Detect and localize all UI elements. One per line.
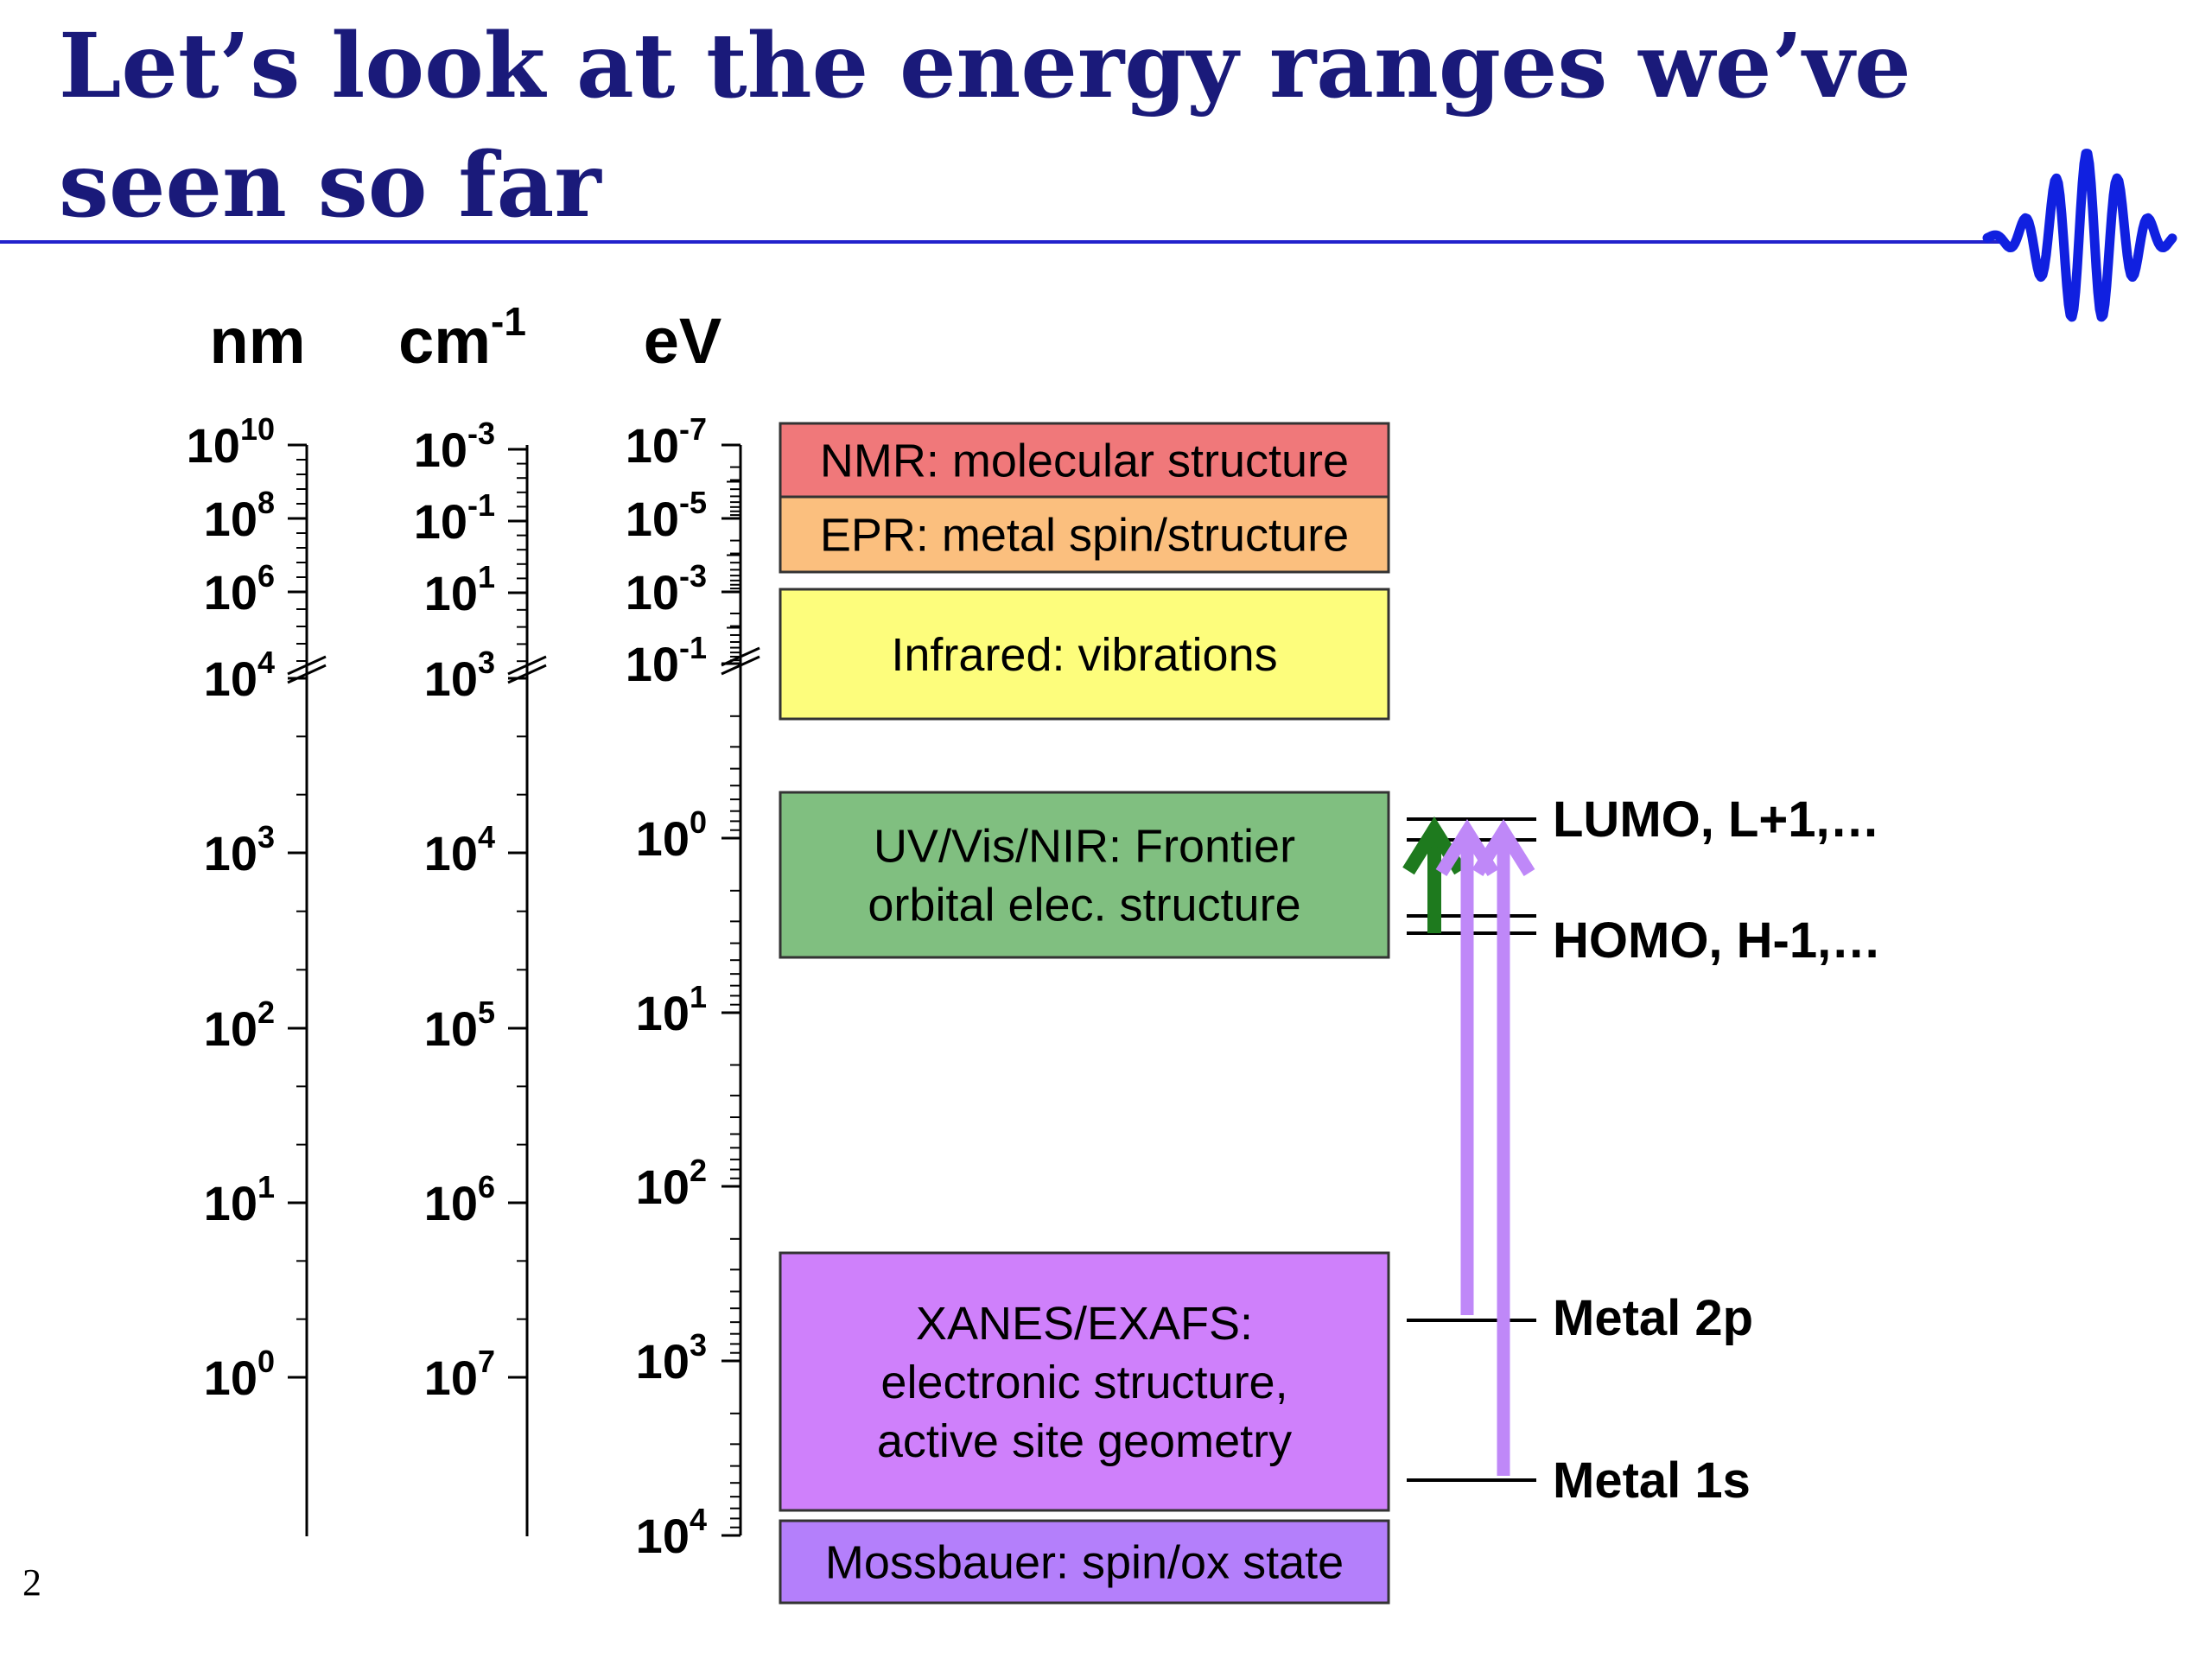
tick-label-6: 102 xyxy=(636,1153,707,1214)
band-uvvis: UV/Vis/NIR: Frontier orbital elec. struct… xyxy=(779,791,1390,959)
axis-unit-label: nm xyxy=(210,305,306,377)
arrow-metal-1s-excitation xyxy=(1471,818,1535,1476)
tick-label-4: 104 xyxy=(424,819,495,880)
band-box xyxy=(779,588,1390,721)
tick-label-0: 10-7 xyxy=(626,411,707,473)
tick-label-4: 100 xyxy=(636,804,707,866)
band-ir: Infrared: vibrations xyxy=(779,588,1390,721)
tick-label-1: 10-1 xyxy=(414,487,495,549)
band-mossbauer: Mossbauer: spin/ox state xyxy=(779,1519,1390,1605)
arrow-metal-2p-excitation xyxy=(1435,818,1499,1315)
level-label: HOMO, H-1,… xyxy=(1553,912,1881,969)
band-box xyxy=(779,422,1390,499)
band-label-line: EPR: metal spin/structure xyxy=(820,510,1349,562)
band-epr: EPR: metal spin/structure xyxy=(779,495,1390,574)
arrow-head xyxy=(1471,818,1535,876)
tick-label-2: 10-3 xyxy=(626,558,707,620)
level-label: LUMO, L+1,… xyxy=(1553,791,1880,848)
tick-label-3: 104 xyxy=(204,645,275,706)
band-xanes: XANES/EXAFS: electronic structure, active … xyxy=(779,1251,1390,1512)
axis-eV: eV 10-7 10-5 10-3 10-1 100 101 102 103 104 xyxy=(626,305,760,1563)
band-label-line: Infrared: vibrations xyxy=(891,629,1277,681)
axis-break-mark xyxy=(721,646,760,667)
level-label: Metal 1s xyxy=(1553,1452,1751,1509)
axis-nm: nm 1010 108 106 104 103 102 101 100 xyxy=(187,305,327,1536)
axis-unit-label: cm-1 xyxy=(398,299,526,377)
band-box xyxy=(779,495,1390,574)
tick-label-5: 101 xyxy=(636,979,707,1040)
band-label-line: orbital elec. structure xyxy=(868,880,1300,931)
band-box xyxy=(779,791,1390,959)
band-label-line: UV/Vis/NIR: Frontier xyxy=(874,821,1295,873)
band-label-line: Mossbauer: spin/ox state xyxy=(825,1537,1344,1589)
band-label-line: electronic structure, xyxy=(880,1357,1287,1408)
tick-label-2: 101 xyxy=(424,559,495,620)
tick-label-5: 102 xyxy=(204,995,275,1056)
band-label-line: XANES/EXAFS: xyxy=(916,1298,1253,1350)
arrows-layer xyxy=(1402,816,1535,1476)
tick-label-0: 10-3 xyxy=(414,416,495,477)
level-metal-2p: Metal 2p xyxy=(1407,1290,1753,1346)
slide-number: 2 xyxy=(22,1561,41,1604)
tick-label-1: 10-5 xyxy=(626,485,707,546)
tick-label-0: 1010 xyxy=(187,411,275,473)
tick-label-5: 105 xyxy=(424,995,495,1056)
band-label-line: NMR: molecular structure xyxy=(820,435,1349,487)
axis-break-mark xyxy=(287,655,327,676)
tick-label-3: 103 xyxy=(424,645,495,706)
levels-layer: LUMO, L+1,… HOMO, H-1,… Metal 2p Metal 1s xyxy=(1407,791,1881,1509)
tick-label-7: 103 xyxy=(636,1327,707,1389)
level-homo: HOMO, H-1,… xyxy=(1407,912,1881,969)
level-metal-1s: Metal 1s xyxy=(1407,1452,1751,1509)
axis-break-mark xyxy=(507,664,547,684)
axis-break-mark xyxy=(287,664,327,684)
band-label-line: active site geometry xyxy=(877,1415,1292,1467)
axis-unit-label: eV xyxy=(644,305,722,377)
tick-label-1: 108 xyxy=(204,485,275,546)
axis-cm-1: cm-1 10-3 10-1 101 103 104 105 106 107 xyxy=(398,299,547,1536)
band-nmr: NMR: molecular structure xyxy=(779,422,1390,499)
bands-layer: NMR: molecular structure EPR: metal spin/… xyxy=(779,422,1390,1605)
level-label: Metal 2p xyxy=(1553,1290,1753,1346)
tick-label-7: 107 xyxy=(424,1344,495,1405)
slide-title: Let’s look at the energy ranges we’ve se… xyxy=(59,14,1911,238)
tick-label-6: 106 xyxy=(424,1169,495,1230)
wave-packet-icon xyxy=(1982,149,2177,322)
band-box xyxy=(779,1519,1390,1605)
band-box xyxy=(779,1251,1390,1512)
axes-layer: nm 1010 108 106 104 103 102 101 100 cm-1 10-3 10-1 1… xyxy=(187,299,760,1563)
tick-label-4: 103 xyxy=(204,819,275,880)
tick-label-3: 10-1 xyxy=(626,630,707,691)
axis-break-mark xyxy=(721,655,760,676)
axis-break-mark xyxy=(507,655,547,676)
tick-label-8: 104 xyxy=(636,1502,707,1563)
tick-label-7: 100 xyxy=(204,1344,275,1405)
tick-label-2: 106 xyxy=(204,558,275,620)
tick-label-6: 101 xyxy=(204,1169,275,1230)
